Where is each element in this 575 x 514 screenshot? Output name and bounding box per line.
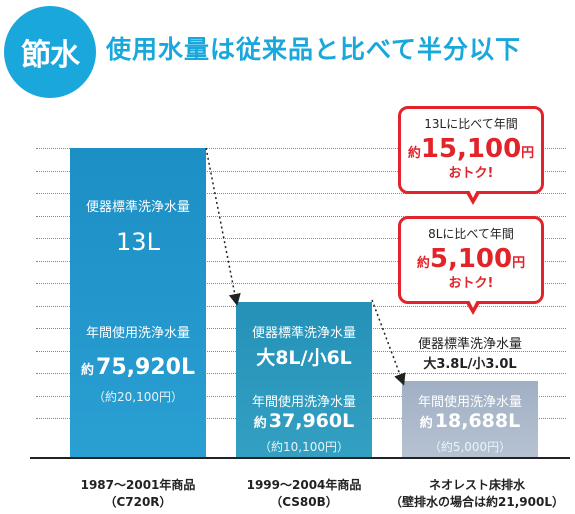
category1-line2: （C720R） xyxy=(104,495,172,509)
callout1-prefix: 約 xyxy=(407,146,421,161)
bar2-std-label: 便器標準洗浄水量 xyxy=(251,326,356,341)
callout2-tail-inner xyxy=(469,300,477,308)
gridline xyxy=(36,171,566,172)
gridline xyxy=(36,238,566,239)
category-label-cs80b: 1999〜2004年商品 （CS80B） xyxy=(216,477,392,511)
bar2-annual-value: 約 37,960L xyxy=(236,410,372,432)
connector-arrow-1 xyxy=(205,147,241,306)
callout1-tail-inner xyxy=(469,190,477,198)
gridline xyxy=(36,261,566,262)
callout1-amount: 15,100 xyxy=(420,134,522,164)
bar2-prefix: 約 xyxy=(253,416,267,431)
callout2-prefix: 約 xyxy=(416,256,430,271)
callout2-amount-row: 約5,100円 xyxy=(401,244,541,274)
savings-callout-vs-8l: 8Lに比べて年間 約5,100円 おトク! xyxy=(398,216,544,304)
bar1-std-value: 13L xyxy=(116,228,160,256)
callout2-amount: 5,100 xyxy=(429,244,513,274)
bar3-std-value: 大3.8L/小3.0L xyxy=(423,357,517,372)
gridline xyxy=(36,283,566,284)
bar1-annual-cost: （約20,100円） xyxy=(93,390,183,404)
bar-neorest xyxy=(402,381,538,457)
gridline xyxy=(36,193,566,194)
connector-arrow-2 xyxy=(371,299,406,386)
bar3-annual-value: 約 18,688L xyxy=(402,410,538,432)
bar1-annual-number: 75,920L xyxy=(96,355,195,380)
callout2-line1: 8Lに比べて年間 xyxy=(428,227,514,241)
headline: 使用水量は従来品と比べて半分以下 xyxy=(106,35,522,64)
callout1-line1: 13Lに比べて年間 xyxy=(424,117,518,131)
category3-line2: （壁排水の場合は約21,900L） xyxy=(390,495,564,509)
category2-line1: 1999〜2004年商品 xyxy=(246,478,362,492)
bar3-annual-label: 年間使用洗浄水量 xyxy=(417,395,522,410)
callout1-unit: 円 xyxy=(521,146,535,161)
bar1-std-label: 便器標準洗浄水量 xyxy=(85,200,190,215)
baseline xyxy=(30,457,570,459)
gridline xyxy=(36,148,566,149)
category-label-neorest: ネオレスト床排水 （壁排水の場合は約21,900L） xyxy=(382,477,572,511)
bar2-annual-cost: （約10,100円） xyxy=(259,440,349,454)
bar2-annual-number: 37,960L xyxy=(268,410,355,432)
bar-c720r xyxy=(70,148,206,457)
bar3-std-label: 便器標準洗浄水量 xyxy=(417,337,522,352)
bar-cs80b xyxy=(236,302,372,457)
water-saving-badge: 節水 xyxy=(4,6,96,98)
callout2-unit: 円 xyxy=(512,256,526,271)
callout2-line3: おトク! xyxy=(448,276,494,291)
bar2-std-value: 大8L/小6L xyxy=(256,347,352,369)
bar3-annual-number: 18,688L xyxy=(434,410,521,432)
category3-line1: ネオレスト床排水 xyxy=(428,478,525,492)
callout1-amount-row: 約15,100円 xyxy=(401,134,541,164)
bar1-annual-value: 約75,920L xyxy=(70,355,206,380)
bar3-annual-cost: （約5,000円） xyxy=(428,440,512,454)
category-label-c720r: 1987〜2001年商品 （C720R） xyxy=(50,477,226,511)
gridline xyxy=(36,216,566,217)
bar1-annual-label: 年間使用洗浄水量 xyxy=(85,326,190,341)
bar1-prefix: 約 xyxy=(81,363,95,378)
bar3-prefix: 約 xyxy=(419,416,433,431)
bar2-annual-label: 年間使用洗浄水量 xyxy=(251,395,356,410)
category2-line2: （CS80B） xyxy=(270,495,338,509)
savings-callout-vs-13l: 13Lに比べて年間 約15,100円 おトク! xyxy=(398,106,544,194)
category1-line1: 1987〜2001年商品 xyxy=(80,478,196,492)
callout1-line3: おトク! xyxy=(448,166,494,181)
